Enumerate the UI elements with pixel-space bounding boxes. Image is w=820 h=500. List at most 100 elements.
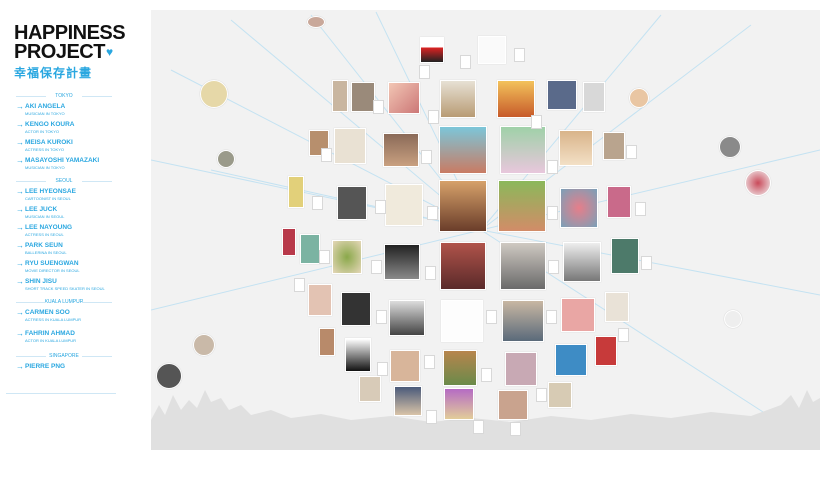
photo-tile[interactable] [332, 80, 348, 112]
logo[interactable]: HAPPINESS PROJECT♥ 幸福保存計畫 [14, 23, 144, 81]
arrow-right-icon: → [16, 205, 24, 214]
group-tokyo: TOKYO → AKI ANGELA MUSICIAN IN TOKYO → KENG… [16, 92, 112, 172]
photo-tile[interactable] [583, 82, 605, 112]
placeholder-tile [531, 115, 542, 129]
photo-tile[interactable] [443, 350, 477, 386]
photo-tile[interactable] [500, 242, 546, 290]
person-link[interactable]: → PIERRE PNG [16, 362, 112, 378]
photo-tile[interactable] [607, 186, 631, 218]
person-link[interactable]: → PARK SEUN BALLERINA IN SEOUL [16, 241, 112, 257]
photo-tile[interactable] [500, 126, 546, 174]
photo-bubble[interactable] [200, 80, 228, 108]
photo-tile[interactable] [341, 292, 371, 326]
photo-tile[interactable] [561, 298, 595, 332]
person-link[interactable]: → RYU SUENGWAN MOVIE DIRECTOR IN SEOUL [16, 259, 112, 275]
photo-tile[interactable] [345, 338, 371, 372]
photo-bubble[interactable] [745, 170, 771, 196]
placeholder-tile [377, 362, 388, 376]
photo-tile[interactable] [595, 336, 617, 366]
arrow-right-icon: → [16, 120, 24, 129]
photo-tile[interactable] [319, 328, 335, 356]
person-role: CARTOONIST IN SEOUL [25, 196, 71, 201]
person-link[interactable]: → KENGO KOURA ACTOR IN TOKYO [16, 120, 112, 136]
person-link[interactable]: → AKI ANGELA MUSICIAN IN TOKYO [16, 102, 112, 118]
photo-tile[interactable] [334, 128, 366, 164]
photo-tile[interactable] [439, 180, 487, 232]
placeholder-tile [424, 355, 435, 369]
photo-tile[interactable] [478, 36, 506, 64]
person-name: FAHRIN AHMAD [25, 330, 75, 337]
photo-tile[interactable] [548, 382, 572, 408]
placeholder-tile [486, 310, 497, 324]
person-role: ACTRESS IN TOKYO [25, 147, 64, 152]
person-name: PARK SEUN [25, 242, 63, 249]
photo-bubble[interactable] [217, 150, 235, 168]
photo-tile[interactable] [388, 82, 420, 114]
photo-sphere[interactable] [151, 10, 820, 450]
person-link[interactable]: → LEE JUCK MUSICIAN IN SEOUL [16, 205, 112, 221]
photo-tile[interactable] [563, 242, 601, 282]
placeholder-tile [375, 200, 386, 214]
photo-tile[interactable] [502, 300, 544, 342]
photo-bubble[interactable] [307, 16, 325, 28]
photo-tile[interactable] [441, 300, 483, 342]
photo-tile[interactable] [440, 80, 476, 118]
placeholder-tile [319, 250, 330, 264]
person-role: MUSICIAN IN SEOUL [25, 214, 65, 219]
photo-tile[interactable] [444, 388, 474, 420]
person-link[interactable]: → MEISA KUROKI ACTRESS IN TOKYO [16, 138, 112, 154]
photo-tile[interactable] [498, 180, 546, 232]
arrow-right-icon: → [16, 308, 24, 317]
person-link[interactable]: → CARMEN SOO ACTRESS IN KUALA LUMPUR [16, 308, 112, 327]
photo-tile[interactable] [505, 352, 537, 386]
photo-tile[interactable] [359, 376, 381, 402]
placeholder-tile [626, 145, 637, 159]
photo-tile[interactable] [384, 244, 420, 280]
photo-tile[interactable] [611, 238, 639, 274]
photo-tile[interactable] [337, 186, 367, 220]
photo-tile[interactable] [440, 242, 486, 290]
photo-tile[interactable] [288, 176, 304, 208]
placeholder-tile [514, 48, 525, 62]
photo-tile[interactable] [300, 234, 320, 264]
person-link[interactable]: → SHIN JISU SHORT TRACK SPEED SKATER IN SE… [16, 277, 112, 293]
placeholder-tile [547, 206, 558, 220]
person-link[interactable]: → FAHRIN AHMAD ACTOR IN KUALA LUMPUR [16, 329, 112, 345]
placeholder-tile [376, 310, 387, 324]
photo-tile[interactable] [385, 184, 423, 226]
photo-tile[interactable] [603, 132, 625, 160]
person-link[interactable]: → LEE HYEONSAE CARTOONIST IN SEOUL [16, 187, 112, 203]
placeholder-tile [294, 278, 305, 292]
photo-tile[interactable] [547, 80, 577, 110]
placeholder-tile [373, 100, 384, 114]
waveform-skyline [151, 390, 820, 450]
person-link[interactable]: → MASAYOSHI YAMAZAKI MUSICIAN IN TOKYO [16, 156, 112, 172]
photo-tile[interactable] [420, 37, 444, 63]
placeholder-tile [371, 260, 382, 274]
photo-tile[interactable] [390, 350, 420, 382]
photo-tile[interactable] [394, 386, 422, 416]
photo-tile[interactable] [605, 292, 629, 322]
photo-bubble[interactable] [193, 334, 215, 356]
photo-tile[interactable] [560, 188, 598, 228]
arrow-right-icon: → [16, 259, 24, 268]
photo-tile[interactable] [439, 126, 487, 174]
photo-tile[interactable] [389, 300, 425, 336]
photo-bubble[interactable] [629, 88, 649, 108]
photo-bubble[interactable] [724, 310, 742, 328]
photo-tile[interactable] [498, 390, 528, 420]
photo-tile[interactable] [308, 284, 332, 316]
photo-tile[interactable] [383, 133, 419, 167]
photo-bubble[interactable] [719, 136, 741, 158]
photo-tile[interactable] [332, 240, 362, 274]
person-link[interactable]: → LEE NAYOUNG ACTRESS IN SEOUL [16, 223, 112, 239]
photo-tile[interactable] [559, 130, 593, 166]
person-role: ACTRESS IN KUALA LUMPUR [25, 317, 82, 322]
photo-tile[interactable] [555, 344, 587, 376]
photo-bubble[interactable] [156, 363, 182, 389]
photo-tile[interactable] [497, 80, 535, 118]
person-name: MASAYOSHI YAMAZAKI [25, 157, 100, 164]
photo-tile[interactable] [351, 82, 375, 112]
placeholder-tile [425, 266, 436, 280]
photo-tile[interactable] [282, 228, 296, 256]
